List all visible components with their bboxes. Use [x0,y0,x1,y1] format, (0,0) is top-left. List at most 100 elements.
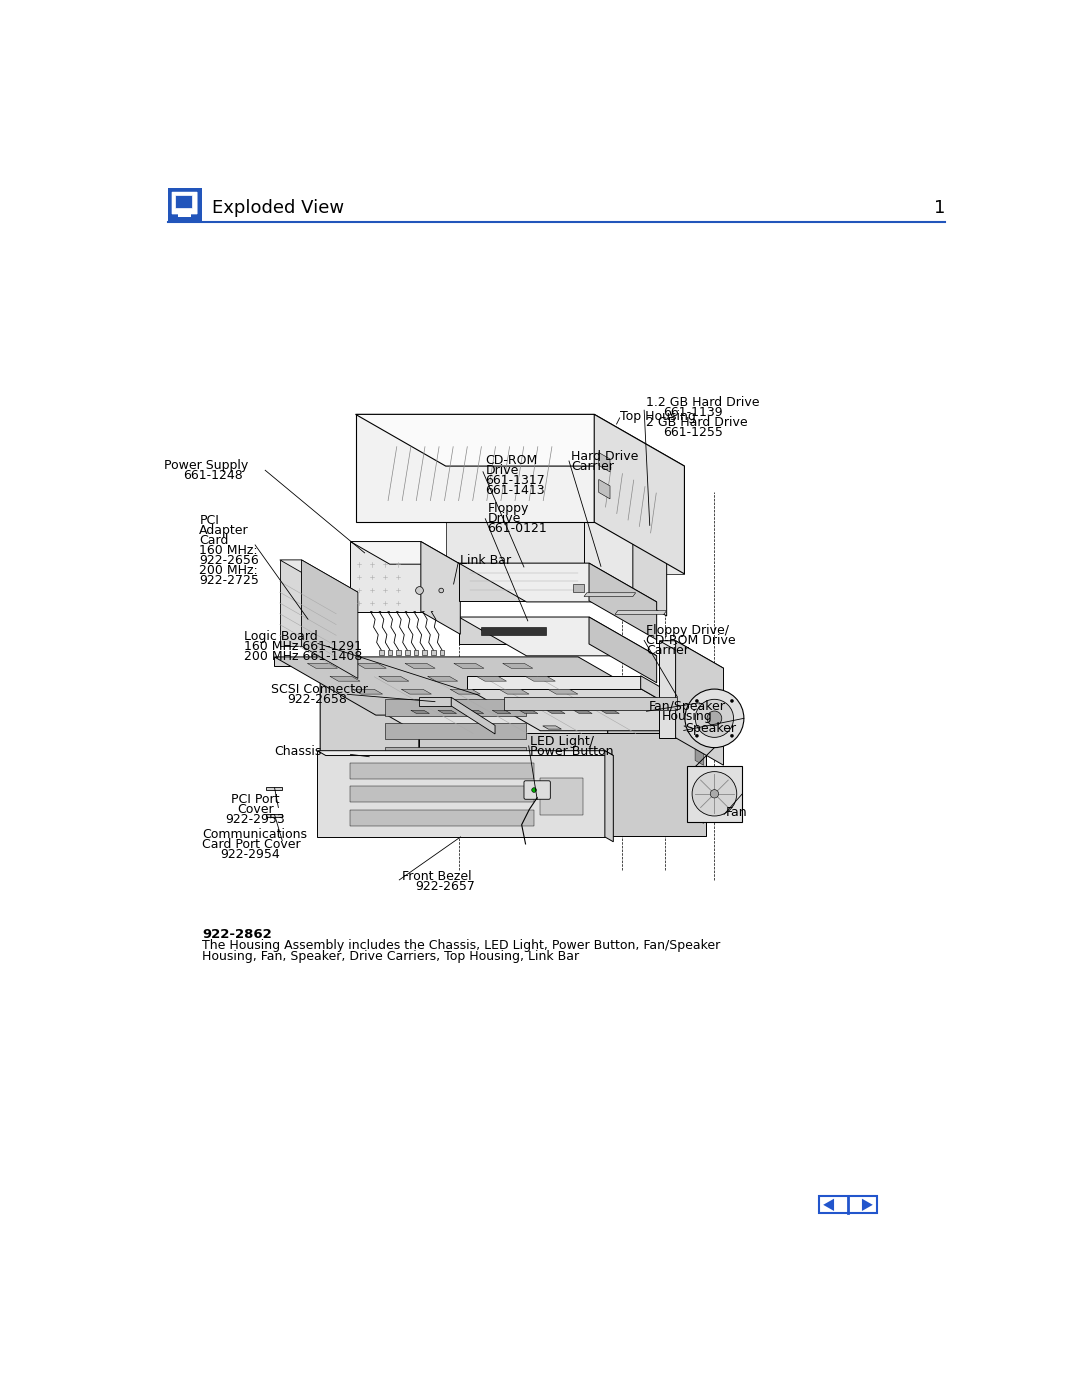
Polygon shape [446,467,685,574]
Text: Fan/Speaker: Fan/Speaker [649,700,726,712]
Polygon shape [355,415,594,522]
Circle shape [707,711,721,725]
Polygon shape [467,689,714,731]
Text: Drive: Drive [485,464,518,476]
Polygon shape [605,750,613,842]
Polygon shape [540,778,583,816]
Bar [687,766,742,821]
Text: Card Port Cover: Card Port Cover [202,838,301,851]
Polygon shape [593,584,602,602]
Polygon shape [633,515,666,616]
Polygon shape [386,700,526,715]
Bar [422,650,427,655]
Polygon shape [437,710,457,714]
Polygon shape [584,515,633,597]
Polygon shape [355,415,685,467]
Polygon shape [419,733,706,835]
Polygon shape [598,479,610,499]
Text: Communications: Communications [202,828,308,841]
Polygon shape [476,676,507,682]
Polygon shape [502,664,532,668]
Text: Cover: Cover [237,802,273,816]
Polygon shape [350,810,535,826]
Text: Hard Drive: Hard Drive [571,450,638,462]
Polygon shape [379,676,409,682]
Text: 661-1413: 661-1413 [485,483,545,497]
Polygon shape [350,542,421,612]
Polygon shape [459,563,657,602]
Circle shape [531,788,537,792]
Polygon shape [823,1199,834,1211]
Polygon shape [459,563,589,601]
Polygon shape [548,689,578,694]
Polygon shape [454,664,484,668]
FancyBboxPatch shape [820,1196,877,1214]
Text: Chassis: Chassis [274,745,322,757]
Polygon shape [356,664,387,668]
Polygon shape [329,676,360,682]
Polygon shape [600,710,619,714]
Text: 1: 1 [933,200,945,218]
Text: Logic Board: Logic Board [244,630,318,643]
FancyBboxPatch shape [524,781,551,799]
FancyBboxPatch shape [175,194,192,208]
Polygon shape [274,657,578,665]
Circle shape [711,789,718,798]
Polygon shape [301,560,357,679]
Circle shape [685,689,744,747]
Text: 160 MHz 661-1291: 160 MHz 661-1291 [244,640,362,652]
Polygon shape [308,664,337,668]
Circle shape [696,735,699,738]
Polygon shape [499,689,529,694]
Polygon shape [450,689,481,694]
Polygon shape [594,415,685,574]
Polygon shape [274,657,679,715]
Polygon shape [696,806,703,823]
Text: 922-2862: 922-2862 [202,928,272,940]
Polygon shape [640,676,714,731]
Polygon shape [350,542,460,564]
Polygon shape [696,767,703,785]
Polygon shape [465,710,484,714]
Text: Carrier: Carrier [571,460,615,474]
Polygon shape [608,676,706,835]
Text: SCSI Connector: SCSI Connector [271,683,368,696]
Polygon shape [280,560,301,647]
Text: 922-2656: 922-2656 [200,553,259,567]
Polygon shape [320,676,608,780]
Text: Housing, Fan, Speaker, Drive Carriers, Top Housing, Link Bar: Housing, Fan, Speaker, Drive Carriers, T… [202,950,580,963]
Polygon shape [459,617,657,655]
Text: Link Bar: Link Bar [460,555,511,567]
Polygon shape [659,641,724,668]
Polygon shape [676,641,724,766]
Polygon shape [451,697,495,733]
Bar [178,214,191,217]
Polygon shape [320,676,419,835]
Polygon shape [318,750,605,837]
Polygon shape [519,710,538,714]
Text: Housing: Housing [662,710,713,724]
Polygon shape [573,710,592,714]
Polygon shape [350,787,535,802]
Bar [414,650,418,655]
Polygon shape [696,787,703,805]
Polygon shape [266,787,282,791]
Polygon shape [320,780,706,835]
Text: 922-2954: 922-2954 [220,848,280,861]
Text: Front Bezel: Front Bezel [402,870,471,883]
Circle shape [696,700,733,738]
Text: 200 MHz 661-1408: 200 MHz 661-1408 [244,650,363,664]
Polygon shape [525,676,555,682]
Text: Top Housing: Top Housing [620,409,697,423]
Polygon shape [405,664,435,668]
Polygon shape [572,584,583,592]
Polygon shape [696,747,703,766]
Polygon shape [421,542,460,634]
Circle shape [696,700,699,703]
Text: 661-0121: 661-0121 [488,522,548,535]
Polygon shape [402,689,431,694]
Polygon shape [318,750,613,756]
Bar [431,650,435,655]
Text: 1.2 GB Hard Drive: 1.2 GB Hard Drive [647,395,760,409]
Polygon shape [350,763,535,778]
